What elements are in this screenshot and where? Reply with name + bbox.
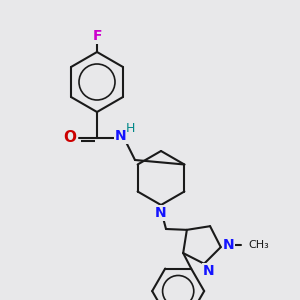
Text: H: H	[125, 122, 135, 136]
Text: O: O	[64, 130, 76, 146]
Text: CH₃: CH₃	[249, 240, 269, 250]
Text: F: F	[92, 29, 102, 43]
Text: N: N	[155, 206, 167, 220]
Text: N: N	[223, 238, 235, 252]
Text: N: N	[202, 264, 214, 278]
Text: N: N	[115, 129, 127, 143]
